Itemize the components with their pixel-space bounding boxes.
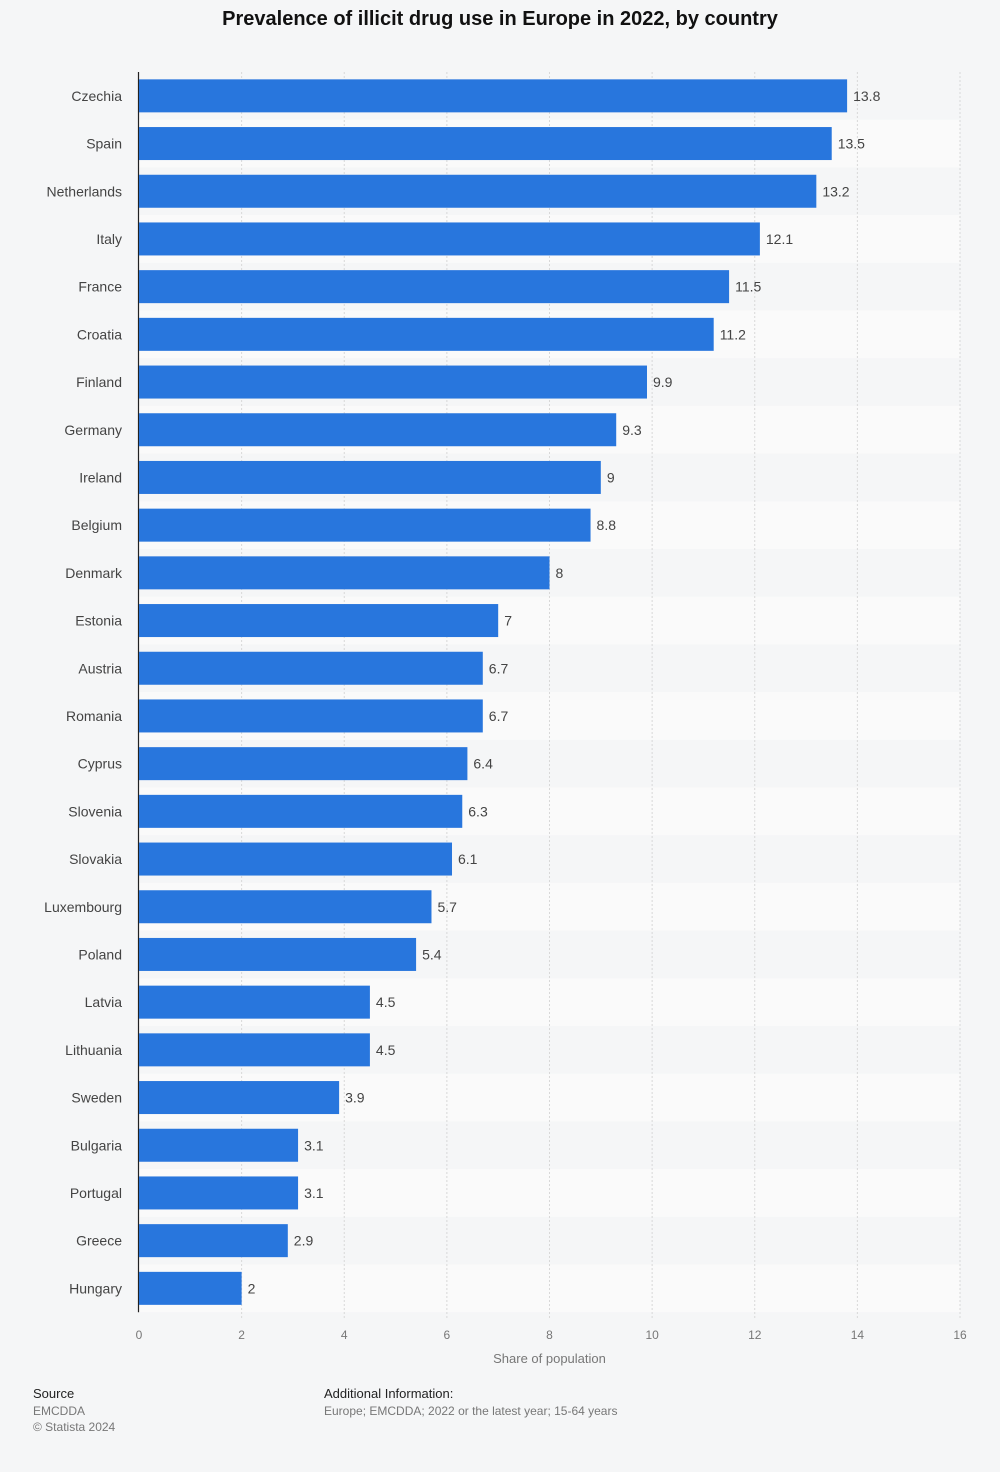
bar-spain [139,127,832,161]
bar-poland [139,937,417,971]
data-label: 9.9 [653,374,673,390]
bar-latvia [139,985,370,1019]
category-label: Belgium [71,517,122,533]
bar-croatia [139,317,714,351]
data-label: 2.9 [294,1233,314,1249]
data-label: 4.5 [376,994,396,1010]
bar-czechia [139,79,848,113]
data-label: 8.8 [597,517,617,533]
x-tick-label: 2 [238,1328,245,1342]
data-label: 6.7 [489,660,509,676]
bar-chart: 0 2 4 6 8 10 12 14 16 Czechia 13.8 Spain 13.5 Netherl… [44,72,967,1366]
x-tick-label: 4 [341,1328,348,1342]
additional-info-text: Europe; EMCDDA; 2022 or the latest year;… [324,1404,618,1418]
data-label: 6.4 [473,756,493,772]
category-label: Italy [96,231,122,247]
bar-portugal [139,1176,299,1210]
data-label: 4.5 [376,1042,396,1058]
x-tick-label: 14 [851,1328,865,1342]
data-label: 3.1 [304,1185,324,1201]
bar-netherlands [139,174,817,208]
data-label: 6.3 [468,803,488,819]
x-tick-label: 8 [546,1328,553,1342]
category-label: Croatia [77,326,122,342]
data-label: 9 [607,469,615,485]
bar-lithuania [139,1033,370,1067]
category-label: Ireland [79,469,122,485]
bar-italy [139,222,760,256]
bar-bulgaria [139,1128,299,1162]
category-label: Austria [78,660,122,676]
category-label: Netherlands [47,183,123,199]
category-label: Finland [76,374,122,390]
x-axis-title: Share of population [493,1351,606,1366]
bar-estonia [139,604,499,638]
x-tick-label: 6 [444,1328,451,1342]
copyright-text: © Statista 2024 [33,1420,116,1434]
bar-hungary [139,1271,242,1305]
x-tick-label: 0 [136,1328,143,1342]
category-label: Denmark [65,565,123,581]
bar-finland [139,365,647,399]
data-label: 6.7 [489,708,509,724]
category-label: Spain [86,136,122,152]
category-label: Latvia [85,994,123,1010]
chart-title: Prevalence of illicit drug use in Europe… [222,8,778,30]
bar-belgium [139,508,591,542]
data-label: 7 [504,613,512,629]
category-label: Czechia [71,88,122,104]
source-name: EMCDDA [33,1404,86,1418]
category-label: Romania [66,708,122,724]
data-label: 13.5 [838,136,865,152]
category-label: Germany [64,422,122,438]
data-label: 12.1 [766,231,793,247]
bar-slovakia [139,842,453,876]
data-label: 5.4 [422,946,442,962]
bar-slovenia [139,794,463,828]
data-label: 11.2 [720,326,746,342]
bar-france [139,270,730,304]
category-label: France [78,279,122,295]
category-label: Sweden [71,1090,122,1106]
data-label: 6.1 [458,851,478,867]
category-label: Lithuania [65,1042,122,1058]
category-label: Bulgaria [71,1137,123,1153]
source-block: Source EMCDDA © Statista 2024 [33,1386,115,1434]
data-label: 13.8 [853,88,880,104]
x-tick-label: 10 [645,1328,659,1342]
additional-info-block: Additional Information: Europe; EMCDDA; … [324,1386,617,1418]
bar-denmark [139,556,550,590]
data-label: 11.5 [735,279,761,295]
bar-greece [139,1224,288,1258]
data-label: 2 [248,1280,256,1296]
bar-ireland [139,460,601,494]
bar-romania [139,699,483,733]
data-label: 9.3 [622,422,642,438]
bar-cyprus [139,747,468,781]
category-label: Hungary [69,1280,122,1296]
data-label: 3.9 [345,1090,365,1106]
category-label: Poland [78,946,122,962]
source-heading: Source [33,1386,75,1401]
category-label: Portugal [70,1185,122,1201]
bar-sweden [139,1081,340,1115]
data-label: 3.1 [304,1137,324,1153]
bar-luxembourg [139,890,432,924]
category-label: Slovenia [68,803,122,819]
bar-austria [139,651,483,685]
bar-germany [139,413,617,447]
category-label: Luxembourg [44,899,122,915]
x-tick-label: 16 [953,1328,967,1342]
category-label: Cyprus [78,756,122,772]
data-label: 5.7 [437,899,457,915]
data-label: 13.2 [822,183,849,199]
category-label: Greece [76,1233,122,1249]
category-label: Estonia [75,613,122,629]
additional-info-heading: Additional Information: [324,1386,454,1401]
category-label: Slovakia [69,851,122,867]
data-label: 8 [556,565,564,581]
x-tick-label: 12 [748,1328,762,1342]
